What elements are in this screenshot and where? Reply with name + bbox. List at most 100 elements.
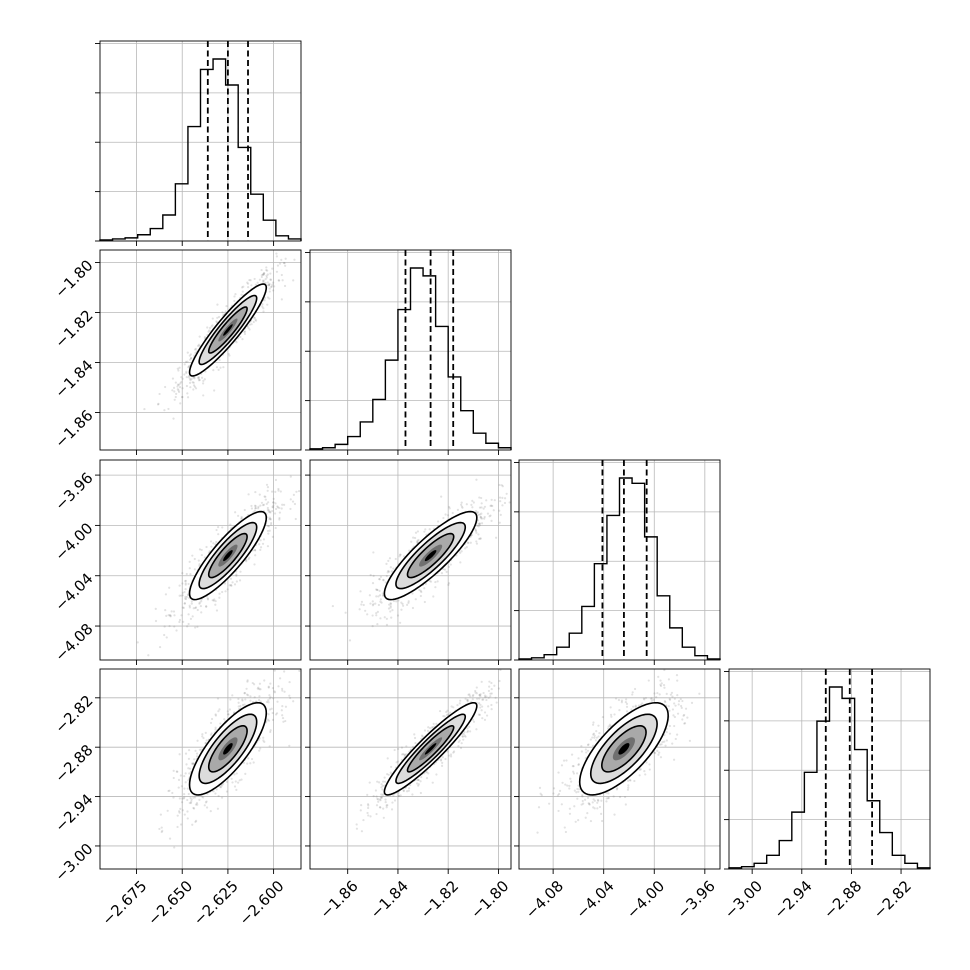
sample-point — [221, 784, 224, 787]
sample-point — [381, 788, 384, 791]
sample-point — [467, 541, 470, 545]
sample-point — [186, 810, 189, 813]
sample-point — [385, 623, 389, 626]
sample-point — [572, 765, 575, 768]
sample-point — [369, 815, 372, 818]
sample-point — [643, 698, 646, 701]
sample-point — [395, 761, 398, 764]
sample-point — [174, 381, 177, 384]
sample-point — [235, 788, 238, 791]
sample-point — [185, 384, 189, 388]
sample-point — [273, 285, 276, 288]
sample-point — [389, 566, 392, 569]
sample-point — [380, 786, 383, 789]
sample-point — [263, 495, 266, 498]
sample-point — [284, 264, 287, 267]
sample-point — [280, 298, 283, 301]
sample-point — [188, 767, 192, 770]
sample-point — [192, 376, 196, 379]
sample-point — [489, 504, 492, 507]
sample-point — [479, 515, 482, 518]
sample-point — [263, 299, 266, 302]
sample-point — [249, 699, 252, 702]
sample-point — [257, 507, 260, 510]
sample-point — [407, 600, 410, 603]
sample-point — [375, 612, 378, 615]
sample-point — [396, 760, 400, 763]
sample-point — [460, 550, 463, 553]
contour-line-1 — [188, 701, 268, 796]
sample-point — [490, 703, 493, 707]
sample-point — [663, 740, 666, 743]
sample-point — [474, 691, 477, 694]
sample-point — [498, 509, 501, 512]
sample-point — [445, 570, 448, 574]
sample-point — [266, 489, 269, 492]
sample-point — [572, 770, 575, 773]
sample-point — [258, 695, 261, 698]
sample-point — [645, 761, 648, 764]
sample-point — [221, 311, 224, 314]
sample-point — [184, 595, 187, 598]
sample-point — [668, 697, 671, 700]
sample-point — [278, 518, 281, 521]
sample-point — [200, 748, 203, 751]
sample-point — [386, 571, 389, 574]
sample-point — [480, 522, 484, 525]
sample-point — [191, 554, 194, 557]
sample-point — [270, 490, 274, 493]
sample-point — [262, 273, 265, 276]
sample-point — [480, 680, 483, 683]
sample-point — [460, 503, 463, 506]
sample-point — [466, 541, 469, 544]
sample-point — [178, 811, 181, 814]
y-tick-label: −1.86 — [51, 406, 96, 451]
sample-point — [194, 626, 197, 629]
sample-point — [224, 590, 227, 593]
sample-point — [197, 376, 200, 379]
sample-point — [410, 540, 413, 543]
sample-point — [275, 252, 278, 255]
sample-point — [471, 499, 474, 502]
sample-point — [183, 373, 186, 376]
sample-point — [184, 583, 187, 586]
sample-point — [580, 744, 583, 748]
sample-point — [281, 689, 284, 692]
sample-point — [267, 525, 271, 528]
density-core — [223, 324, 233, 336]
sample-point — [662, 683, 666, 687]
sample-point — [266, 281, 269, 284]
sample-point — [414, 531, 418, 534]
sample-point — [280, 709, 283, 712]
sample-point — [591, 801, 594, 804]
sample-point — [278, 262, 282, 265]
sample-point — [178, 620, 181, 624]
sample-point — [577, 784, 580, 787]
sample-point — [379, 806, 382, 809]
sample-point — [378, 589, 381, 593]
sample-point — [192, 796, 195, 799]
sample-point — [671, 742, 674, 745]
sample-point — [390, 570, 394, 573]
sample-point — [471, 695, 474, 698]
x-tick-label: −2.625 — [190, 877, 242, 929]
sample-point — [408, 549, 411, 552]
sample-point — [253, 683, 256, 686]
sample-point — [266, 506, 269, 510]
sample-point — [187, 792, 190, 796]
sample-point — [472, 720, 476, 723]
sample-point — [440, 572, 444, 575]
panel-contents — [158, 669, 301, 849]
sample-point — [194, 351, 197, 355]
sample-point — [261, 303, 264, 306]
sample-point — [214, 603, 217, 606]
sample-point — [257, 505, 260, 508]
sample-point — [193, 385, 197, 388]
sample-point — [378, 781, 381, 784]
sample-point — [490, 681, 493, 685]
sample-point — [673, 702, 676, 705]
sample-point — [474, 529, 478, 533]
sample-point — [508, 501, 511, 504]
sample-point — [487, 696, 490, 699]
density-core — [424, 550, 437, 562]
